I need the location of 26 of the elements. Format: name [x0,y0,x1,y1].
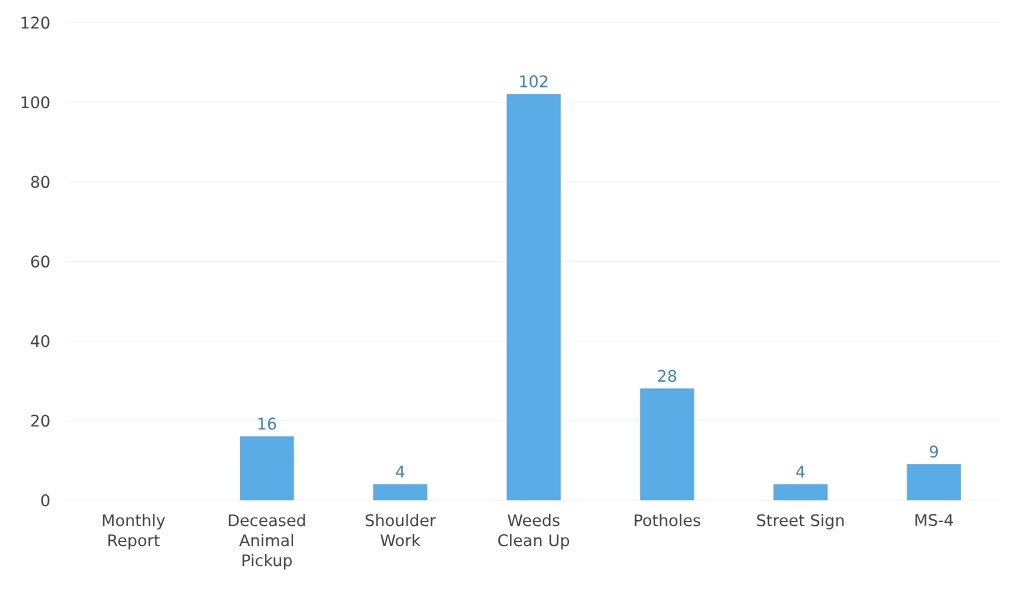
bar [239,436,294,501]
y-tick-label: 40 [30,335,50,348]
x-tick-label: Weeds Clean Up [498,513,570,550]
data-label: 102 [520,75,548,88]
x-tick-label: Potholes [634,513,701,527]
data-label: 4 [796,465,805,478]
x-tick-label: Street Sign [757,513,844,530]
bar [373,484,428,501]
bar [907,464,961,501]
bar [506,94,561,501]
x-tick-label: Monthly Report [102,513,166,550]
bar [773,484,828,501]
x-tick-label: Shoulder Work [365,513,436,547]
y-tick-label: 60 [31,255,50,268]
y-tick-label: 20 [31,414,50,427]
data-label: 4 [395,465,405,478]
y-tick-label: 80 [31,175,50,188]
x-tick-label: Deceased Animal Pickup [228,513,305,570]
y-tick-label: 0 [41,494,50,507]
bar [640,388,695,501]
data-label: 28 [658,369,677,382]
data-label: 16 [258,417,277,430]
x-tick-label: MS-4 [915,513,954,527]
y-tick-label: 100 [21,96,50,109]
y-tick-label: 120 [21,16,50,29]
data-label: 9 [929,445,938,458]
